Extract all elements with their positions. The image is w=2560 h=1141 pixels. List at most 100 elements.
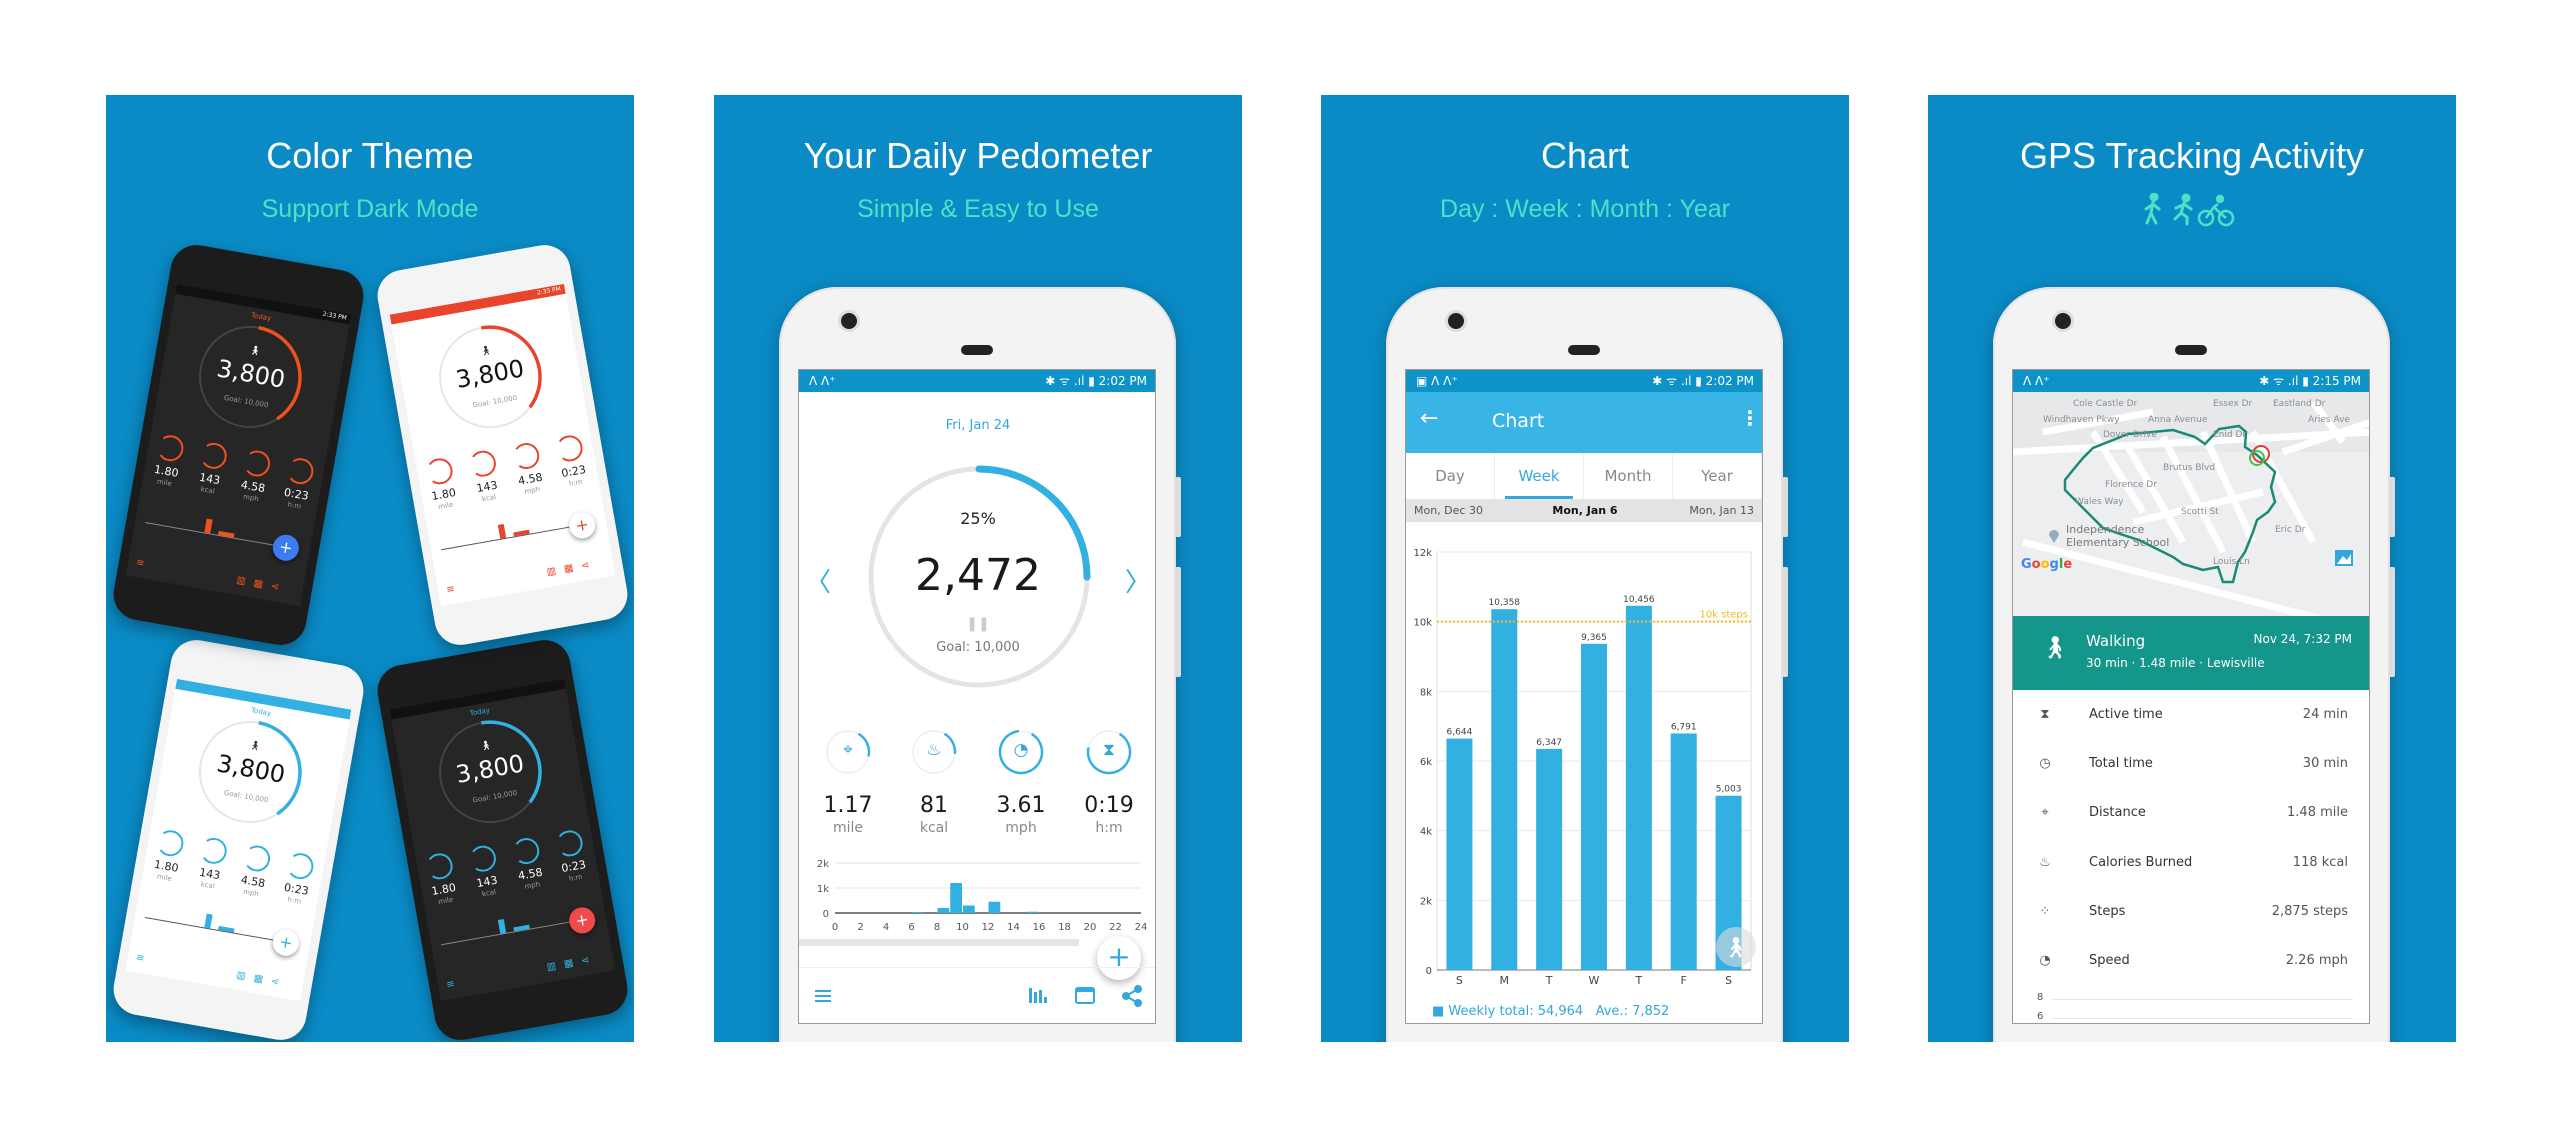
- pause-icon[interactable]: ❚❚: [966, 616, 990, 632]
- bar: [1536, 748, 1563, 970]
- x-tick-label: T: [1634, 974, 1642, 987]
- add-fab-button[interactable]: +: [567, 510, 598, 541]
- stat-row: ⧗ Active time 24 min: [2013, 700, 2369, 730]
- speaker: [2175, 345, 2207, 355]
- bottom-nav-icons[interactable]: ▥▦⋖: [235, 574, 288, 595]
- add-fab-button[interactable]: +: [270, 532, 301, 563]
- stat-ring: [155, 433, 186, 464]
- route-map[interactable]: Cole Castle Dr Windhaven Pkwy Dover Drive A…: [2013, 392, 2370, 616]
- x-tick-label: 8: [934, 922, 940, 933]
- stat-ring: [198, 835, 229, 866]
- add-fab-button[interactable]: +: [270, 927, 301, 958]
- hour-bar: [1026, 911, 1039, 913]
- menu-icon[interactable]: ≡: [445, 583, 456, 596]
- street-label: Florence Dr: [2105, 480, 2157, 490]
- bar-value-label: 6,791: [1671, 722, 1697, 732]
- phone-frame: ᐱ ᐱ⁺ ✱ ᯤ .ıl ▮ 2:15 PM Cole Castle Dr Wind…: [1993, 287, 2395, 1042]
- hour-bar: [937, 908, 950, 913]
- x-tick-label: 2: [857, 922, 863, 933]
- add-fab-button[interactable]: +: [1097, 936, 1141, 980]
- phone-frame: ᐱ ᐱ⁺ ✱ ᯤ .ıl ▮ 2:02 PM Fri, Jan 24 25% 2,…: [779, 287, 1181, 1042]
- panel-subtitle: Simple & Easy to Use: [857, 195, 1099, 223]
- menu-icon[interactable]: ≡: [445, 978, 456, 991]
- x-tick-label: 0: [832, 922, 838, 933]
- current-week: Mon, Jan 6: [1552, 504, 1618, 517]
- stat-value: 1.17: [823, 793, 873, 818]
- map-type-icon[interactable]: [2335, 550, 2353, 566]
- bottom-nav-icons[interactable]: ▥▦⋖: [235, 969, 288, 990]
- activity-detail-screen: ᐱ ᐱ⁺ ✱ ᯤ .ıl ▮ 2:15 PM Cole Castle Dr Wind…: [2012, 369, 2370, 1024]
- calendar-icon[interactable]: [1075, 987, 1095, 1004]
- activity-summary: 30 min · 1.48 mile · Lewisville: [2086, 656, 2265, 670]
- y-tick-label: 6k: [1420, 757, 1432, 768]
- walk-fab-button[interactable]: 🚶︎: [1716, 927, 1756, 967]
- bar-chart-icon[interactable]: [1029, 988, 1047, 1003]
- chart-screen: ▣ ᐱ ᐱ⁺ ✱ ᯤ .ıl ▮ 2:02 PM ← Chart ⋮ Day We…: [1405, 369, 1763, 1024]
- y-tick-label: 2k: [817, 859, 829, 870]
- stat-ring: [198, 440, 229, 471]
- mini-phone-light: Today 🚶︎ 3,800 Goal: 10,000 1.80 mile 143 kcal 4…: [109, 635, 368, 1042]
- x-tick-label: 20: [1084, 922, 1097, 933]
- status-time: ✱ ᯤ .ıl ▮ 2:02 PM: [1652, 374, 1754, 388]
- tab-week[interactable]: Week: [1495, 453, 1584, 499]
- stat-unit: kcal: [919, 820, 949, 836]
- stat-label: Active time: [2089, 707, 2163, 722]
- add-fab-button[interactable]: +: [567, 905, 598, 936]
- mini-screen: 2:33 PM 🚶︎ 3,800 Goal: 10,000 1.80 mile 143 kca…: [389, 283, 616, 607]
- x-tick-label: 6: [908, 922, 914, 933]
- stat-row: ◷ Total time 30 min: [2013, 749, 2369, 779]
- chevron-right-icon[interactable]: 〉: [1125, 568, 1152, 598]
- x-tick-label: S: [1725, 974, 1732, 987]
- prev-week[interactable]: Mon, Dec 30: [1414, 504, 1483, 517]
- stat-value: 2.26 mph: [2285, 953, 2348, 968]
- next-week[interactable]: Mon, Jan 13: [1689, 504, 1754, 517]
- tab-year[interactable]: Year: [1673, 453, 1762, 499]
- bottom-nav-icons[interactable]: ▥▦⋖: [545, 558, 599, 579]
- progress-ring: [867, 465, 1091, 689]
- stat-value: 2,875 steps: [2271, 904, 2348, 919]
- chevron-left-icon[interactable]: 〈: [805, 568, 832, 598]
- mini-phone-dark: 2:33 PM Today 🚶︎ 3,800 Goal: 10,000 1.80 mile 1…: [109, 240, 368, 650]
- menu-icon[interactable]: ≡: [135, 557, 146, 570]
- date-label[interactable]: Fri, Jan 24: [945, 418, 1011, 433]
- menu-icon[interactable]: ≡: [135, 952, 146, 965]
- stat-value: 118 kcal: [2292, 855, 2348, 870]
- mini-phone-light: 2:33 PM 🚶︎ 3,800 Goal: 10,000 1.80 mile 143 kca…: [373, 240, 632, 650]
- weekly-summary: ■ Weekly total: 54,964 Ave.: 7,852: [1432, 1004, 1670, 1019]
- bottom-nav-icons[interactable]: ▥▦⋖: [545, 953, 599, 974]
- back-arrow-icon[interactable]: ←: [1420, 406, 1439, 431]
- x-tick-label: 16: [1033, 922, 1046, 933]
- street-labels: Cole Castle Dr Windhaven Pkwy Dover Drive A…: [2043, 399, 2350, 567]
- stat-progress-arc: [825, 729, 871, 775]
- bar: [1670, 733, 1697, 970]
- tab-day[interactable]: Day: [1406, 453, 1495, 499]
- y-tick-label: 0: [823, 909, 829, 920]
- stat-ring: [467, 448, 499, 479]
- status-time: ✱ ᯤ .ıl ▮ 2:02 PM: [1045, 374, 1147, 388]
- tab-month[interactable]: Month: [1584, 453, 1673, 499]
- stat-unit: h:m: [1095, 820, 1123, 836]
- hour-bar: [950, 883, 962, 913]
- progress-ring: [198, 720, 302, 824]
- stat-progress-arc: [998, 729, 1044, 775]
- google-logo: Google: [2021, 557, 2072, 572]
- mini-phone-dark: Today 🚶︎ 3,800 Goal: 10,000 1.80 mile 143 kcal 4…: [373, 635, 632, 1042]
- x-tick-label: S: [1456, 974, 1463, 987]
- bottom-nav: [815, 985, 1142, 1007]
- panel-daily-pedometer: Your Daily Pedometer Simple & Easy to Us…: [714, 95, 1242, 1042]
- y-tick-label: 1k: [817, 884, 829, 895]
- street-label: Cole Castle Dr: [2073, 399, 2138, 409]
- stat-ring: [155, 828, 186, 859]
- more-menu-icon[interactable]: ⋮: [1740, 406, 1760, 430]
- stat-value: 81: [920, 793, 948, 818]
- status-bar: ᐱ ᐱ⁺ ✱ ᯤ .ıl ▮ 2:02 PM: [799, 370, 1155, 392]
- stat-ring: [285, 851, 316, 882]
- footsteps-icon: ⁘: [2039, 904, 2051, 919]
- poi-label: Independence: [2066, 523, 2144, 536]
- y-tick-label: 0: [1426, 966, 1432, 977]
- weekly-total: Weekly total: 54,964: [1448, 1004, 1584, 1019]
- menu-icon[interactable]: [815, 990, 831, 1002]
- speedometer-icon: ◔: [1013, 740, 1029, 760]
- share-icon[interactable]: [1122, 985, 1142, 1007]
